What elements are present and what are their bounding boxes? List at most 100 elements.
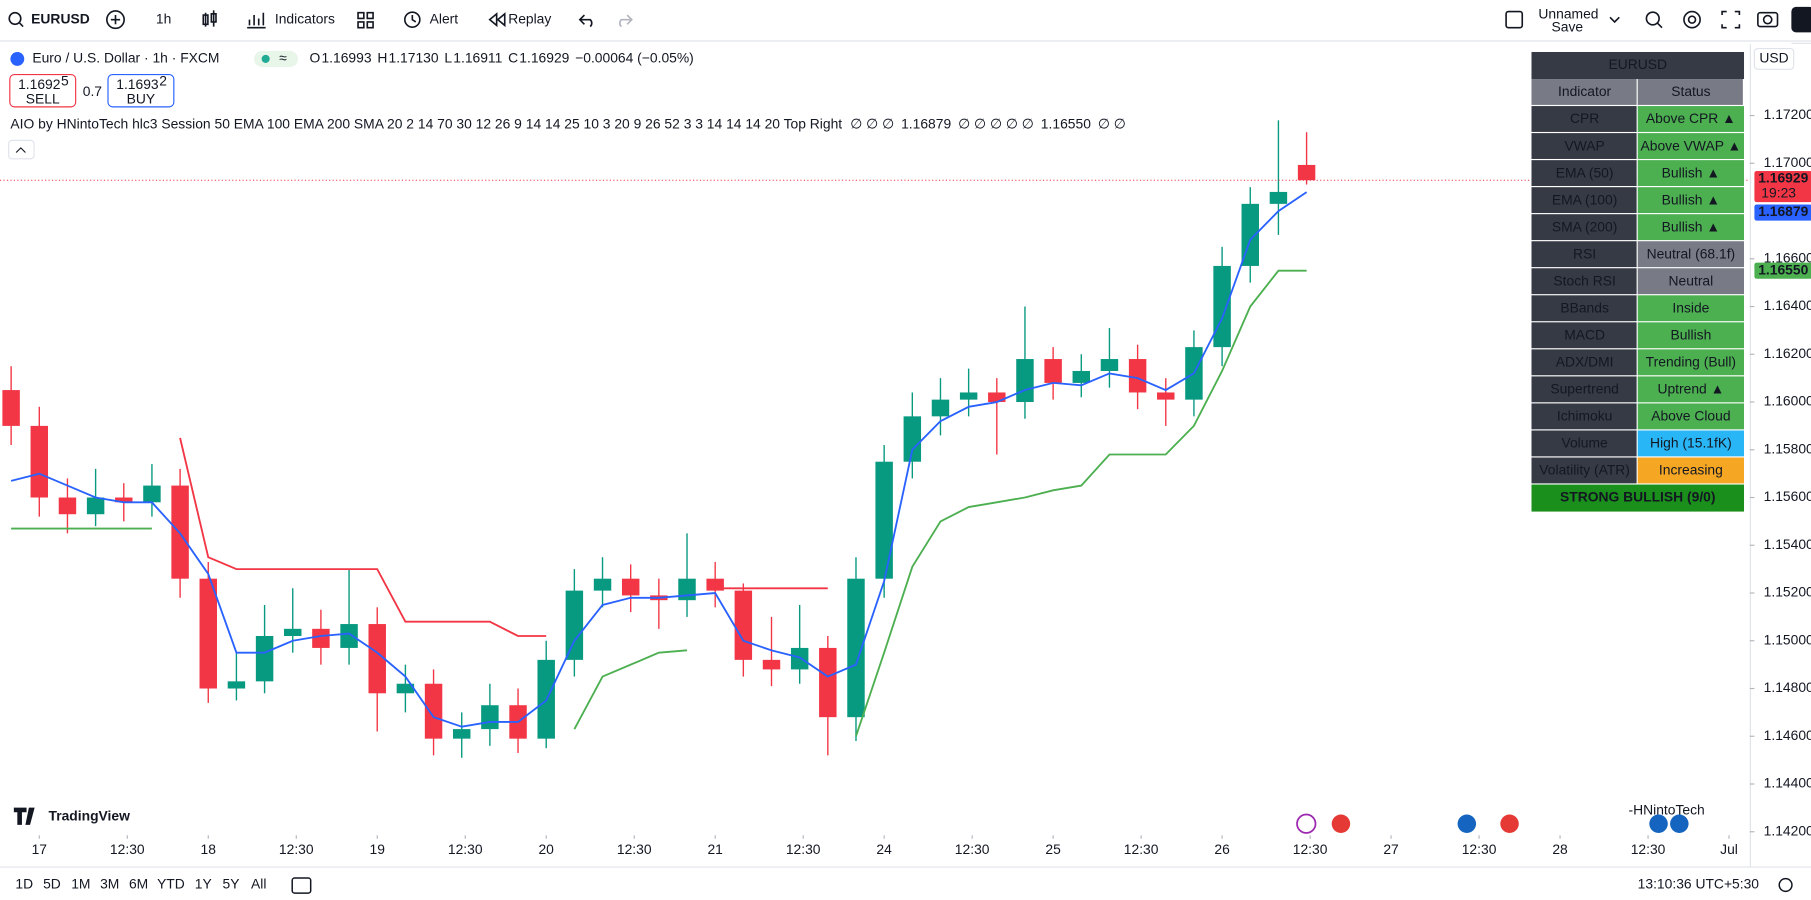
currency[interactable]: USD (1759, 50, 1788, 66)
settings-icon[interactable] (1683, 10, 1701, 29)
event-icon[interactable] (1500, 814, 1519, 833)
candle-body (959, 392, 978, 400)
x-tick-label: 17 (32, 841, 48, 857)
sell-button[interactable] (9, 73, 77, 108)
status-cell (1637, 295, 1745, 322)
indicator-name: Volatility (ATR) (1539, 462, 1630, 478)
settings-icon (1687, 15, 1697, 24)
indicator-line (11, 269, 1307, 737)
date-range-icon[interactable] (291, 877, 312, 894)
indicator-name: MACD (1564, 327, 1605, 343)
layout-icon[interactable] (1505, 10, 1524, 29)
watermark: -HNintoTech (1629, 802, 1705, 818)
indicators-icon[interactable] (247, 12, 266, 29)
event-icon[interactable] (1331, 814, 1351, 833)
change: −0.00064 (−0.05%) (575, 50, 694, 66)
save-label[interactable]: Save (1552, 18, 1584, 34)
status-value: Above Cloud (1651, 408, 1730, 424)
range-button[interactable]: 5Y (223, 876, 240, 892)
search-icon[interactable] (8, 11, 22, 26)
redo-icon[interactable] (619, 14, 633, 28)
undo-icon[interactable] (578, 14, 593, 28)
layout-name[interactable]: Unnamed (1538, 6, 1598, 22)
indicator-value: ∅ ∅ ∅ ∅ ∅ (958, 115, 1034, 131)
candle-body (340, 624, 358, 648)
toolbar-item[interactable]: Alert (430, 10, 459, 26)
templates-icon[interactable] (357, 11, 374, 29)
candle-body (988, 392, 1006, 403)
indicator-cell (1531, 187, 1637, 214)
collapse-button[interactable] (8, 139, 35, 160)
trade-label[interactable]: SELL (26, 91, 60, 107)
symbol[interactable]: EURUSD (31, 10, 90, 26)
trade-price-sup[interactable]: 5 (61, 73, 69, 89)
avatar[interactable] (1791, 6, 1811, 33)
countdown-label: 19:23 (1761, 185, 1796, 201)
y-tick-label: 1.15200 (1764, 584, 1811, 600)
add-symbol-icon[interactable] (106, 10, 125, 30)
x-tick-label: 24 (876, 841, 892, 857)
indicator-cell (1531, 268, 1637, 295)
indicator-cell (1531, 349, 1637, 376)
range-button[interactable]: 6M (129, 876, 148, 892)
layout-menu-icon[interactable] (1609, 16, 1620, 24)
x-tick-label: 12:30 (617, 841, 652, 857)
candle-body (931, 399, 950, 417)
candle-body (143, 485, 161, 503)
x-tick-label: 12:30 (786, 841, 821, 857)
range-button[interactable]: 1Y (195, 876, 212, 892)
currency-button[interactable] (1753, 47, 1795, 70)
toolbar-item[interactable]: Indicators (275, 10, 335, 26)
interval[interactable]: 1h (156, 10, 171, 26)
y-tick-label: 1.17000 (1764, 154, 1811, 170)
indicator-value: 1.16879 (901, 115, 951, 131)
range-button[interactable]: All (251, 876, 266, 892)
candle-body (847, 578, 865, 718)
chart-type-icon[interactable] (202, 10, 217, 27)
screenshot-icon[interactable] (1757, 11, 1779, 28)
toolbar-item[interactable]: Replay (508, 10, 551, 26)
x-tick-label: 12:30 (279, 841, 314, 857)
event-icon[interactable] (1296, 813, 1317, 834)
trade-price-sup[interactable]: 2 (159, 73, 167, 89)
event-icon[interactable] (1457, 814, 1477, 833)
indicator-name: EMA (50) (1556, 164, 1614, 180)
alert-icon[interactable] (404, 11, 421, 28)
quick-search-icon[interactable] (1645, 11, 1660, 26)
axis-settings-icon[interactable] (1778, 877, 1793, 893)
candle-body (368, 624, 386, 694)
ohlc-value: 1.16993 (321, 50, 371, 66)
table-header: Indicator (1558, 83, 1612, 99)
ohlc-value: 1.17130 (389, 50, 439, 66)
status-value: Bullish ▲ (1662, 164, 1720, 180)
x-tick-label: 12:30 (448, 841, 483, 857)
avatar-letter[interactable]: P (1798, 10, 1807, 26)
x-tick-label: 12:30 (1462, 841, 1497, 857)
candle-body (1100, 359, 1119, 371)
indicator-cell (1531, 403, 1637, 430)
range-button[interactable]: 1M (71, 876, 90, 892)
ema-tag (1754, 204, 1811, 221)
indicator-name: CPR (1570, 110, 1599, 126)
candle-body (255, 635, 274, 682)
trade-price[interactable]: 1.1693 (116, 76, 159, 92)
trade-price[interactable]: 1.1692 (18, 76, 61, 92)
candle-body (86, 497, 105, 515)
fullscreen-icon[interactable] (1721, 10, 1741, 29)
candle-body (1044, 359, 1062, 383)
event-icon[interactable] (1649, 814, 1668, 833)
event-icon[interactable] (1670, 814, 1689, 833)
range-button[interactable]: 5D (43, 876, 61, 892)
range-button[interactable]: 3M (100, 876, 119, 892)
x-tick-label: 19 (370, 841, 386, 857)
replay-icon[interactable] (488, 12, 506, 28)
trade-label[interactable]: BUY (127, 91, 155, 107)
screenshot-icon (1762, 14, 1773, 25)
range-button[interactable]: 1D (15, 876, 33, 892)
indicator-name: VWAP (1564, 137, 1604, 153)
range-button[interactable]: YTD (157, 876, 185, 892)
last-price-tag (1754, 170, 1811, 203)
status-cell (1637, 349, 1745, 376)
y-tick-label: 1.15400 (1764, 536, 1811, 552)
buy-button[interactable] (107, 73, 175, 108)
